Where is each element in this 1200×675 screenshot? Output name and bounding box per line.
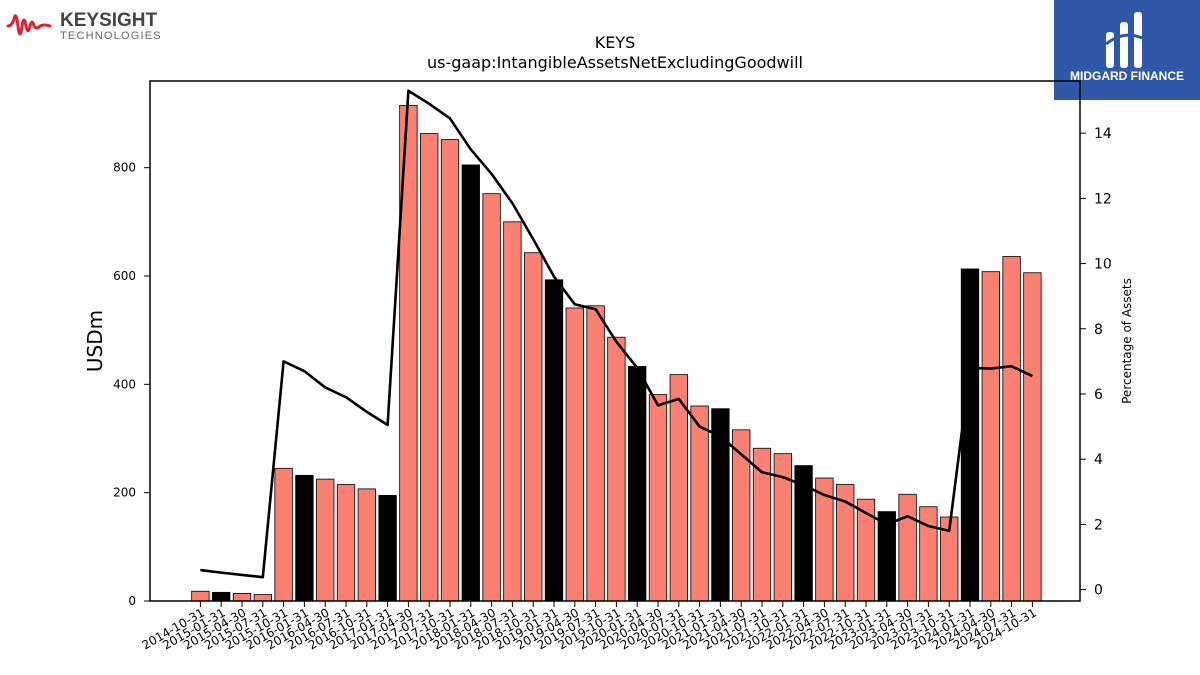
chart-subtitle: us-gaap:IntangibleAssetsNetExcludingGood…	[427, 53, 803, 72]
y2-tick-label: 10	[1094, 257, 1112, 273]
y-tick-label: 0	[128, 594, 136, 608]
bar-2015-10-31	[274, 467, 293, 602]
bar-series	[191, 104, 1042, 602]
bar-2017-01-31	[378, 494, 397, 602]
y-tick-label: 600	[113, 269, 136, 283]
bar-2015-01-31	[212, 591, 231, 602]
bar-2019-01-31	[544, 279, 564, 602]
bar-2020-01-31	[628, 366, 647, 602]
bar-2017-07-31	[420, 133, 439, 602]
bar-2018-04-30	[482, 193, 501, 602]
bar-2019-10-31	[607, 336, 626, 602]
y-tick-label: 400	[113, 377, 136, 391]
bar-2019-07-31	[586, 305, 605, 602]
midgard-brand-text: MIDGARD FINANCE	[1070, 69, 1184, 83]
bar-2023-07-31	[919, 506, 938, 602]
line-series-layer	[200, 89, 1033, 579]
bar-2019-04-30	[565, 307, 584, 602]
y2-tick-label: 12	[1094, 191, 1112, 207]
midgard-finance-logo: MIDGARD FINANCE	[1054, 0, 1200, 100]
bar-2018-01-31	[461, 164, 480, 602]
y2-tick-label: 6	[1094, 387, 1103, 403]
left-axis: 0 200 400 600 800	[113, 161, 150, 608]
bar-2016-01-31	[295, 474, 314, 602]
bar-2023-04-30	[898, 493, 917, 602]
bar-2016-07-31	[336, 484, 356, 602]
bar-2015-04-30	[232, 593, 252, 602]
bar-2016-04-30	[316, 478, 335, 602]
y-axis-label: USDm	[83, 310, 107, 372]
bar-2017-10-31	[440, 139, 460, 602]
chart-title: KEYS	[595, 33, 636, 52]
bar-2020-04-30	[648, 394, 668, 602]
midgard-emblem-icon: MIDGARD FINANCE	[1070, 12, 1184, 83]
x-axis: 2014-10-312015-01-312015-04-302015-07-31…	[139, 601, 1039, 652]
y2-axis-label: Percentage of Assets	[1120, 278, 1134, 404]
bar-2016-10-31	[357, 488, 376, 602]
bar-2015-07-31	[253, 594, 272, 602]
y2-tick-label: 4	[1094, 452, 1103, 468]
bar-2018-07-31	[503, 221, 522, 602]
bar-2024-07-31	[1002, 256, 1021, 602]
plot-frame	[149, 80, 1081, 602]
y2-tick-label: 14	[1094, 126, 1112, 142]
keysight-sub-text: TECHNOLOGIES	[60, 30, 162, 42]
bar-2024-01-31	[960, 268, 980, 602]
right-axis: 0 2 4 6 8 10 12 14	[1080, 126, 1112, 599]
bar-2014-10-31	[191, 590, 210, 602]
keysight-brand-text: KEYSIGHT	[60, 10, 158, 31]
bar-2024-10-31	[1023, 272, 1042, 602]
y-tick-label: 800	[113, 161, 136, 175]
y2-tick-label: 2	[1094, 517, 1103, 533]
keysight-wave-icon: KEYSIGHT TECHNOLOGIES	[6, 10, 162, 42]
bar-2020-10-31	[690, 405, 709, 602]
keysight-logo: KEYSIGHT TECHNOLOGIES	[6, 6, 176, 46]
bar-2018-10-31	[524, 252, 543, 602]
bar-2024-04-30	[981, 271, 1000, 602]
y2-tick-label: 0	[1094, 583, 1103, 599]
y2-tick-label: 8	[1094, 322, 1103, 338]
y-tick-label: 200	[113, 486, 136, 500]
